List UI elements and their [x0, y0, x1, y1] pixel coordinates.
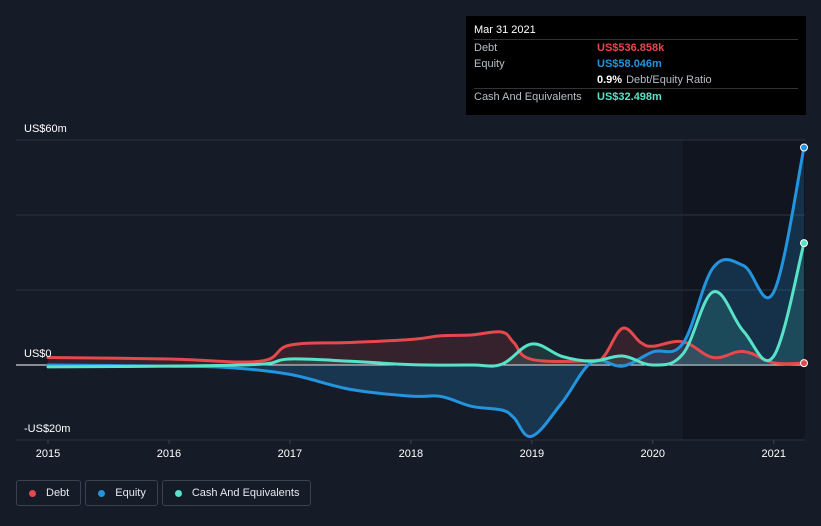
equity-endpoint	[800, 143, 808, 152]
chart-legend: Debt Equity Cash And Equivalents	[16, 480, 312, 506]
series-endpoints	[800, 143, 808, 368]
legend-debt-label: Debt	[46, 487, 70, 499]
legend-cash-label: Cash And Equivalents	[191, 487, 300, 499]
legend-debt-toggle[interactable]: Debt	[16, 480, 82, 506]
tooltip-date: Mar 31 2021	[474, 22, 798, 40]
debt-dot-icon	[29, 489, 36, 497]
tooltip-equity-value: US$58.046m	[597, 58, 662, 70]
series-lines	[46, 146, 806, 438]
equity-dot-icon	[98, 489, 106, 497]
legend-equity-label: Equity	[115, 487, 146, 499]
x-tick-label: 2017	[278, 448, 302, 460]
legend-equity-toggle[interactable]: Equity	[85, 480, 158, 506]
cash-endpoint	[800, 239, 808, 248]
x-tick-label: 2016	[157, 448, 181, 460]
tooltip-equity-label: Equity	[474, 58, 505, 70]
tooltip-ratio-text: Debt/Equity Ratio	[626, 74, 712, 86]
tooltip-cash-value: US$32.498m	[597, 91, 662, 103]
debt-endpoint	[800, 359, 808, 368]
tooltip-equity-row: Equity US$58.046m	[474, 56, 798, 72]
equity-line	[46, 146, 806, 438]
x-tick-label: 2020	[641, 448, 665, 460]
y-tick-label: US$0	[24, 348, 52, 360]
tooltip-cash-row: Cash And Equivalents US$32.498m	[474, 89, 798, 105]
equity-area	[48, 147, 804, 437]
cash-dot-icon	[174, 489, 182, 497]
x-axis: 2015 2016 2017 2018 2019 2020 2021	[36, 440, 786, 460]
tooltip-ratio-value: 0.9%	[597, 74, 623, 86]
x-tick-label: 2021	[762, 448, 786, 460]
tooltip-debt-label: Debt	[474, 42, 498, 54]
tooltip-ratio-row: 0.9% Debt/Equity Ratio	[474, 72, 798, 89]
tooltip-debt-row: Debt US$536.858k	[474, 40, 798, 56]
x-tick-label: 2019	[520, 448, 544, 460]
x-tick-label: 2015	[36, 448, 60, 460]
legend-cash-toggle[interactable]: Cash And Equivalents	[161, 480, 312, 506]
y-tick-label: -US$20m	[24, 423, 70, 435]
debt-line	[46, 326, 806, 366]
x-tick-label: 2018	[399, 448, 423, 460]
y-tick-label: US$60m	[24, 123, 67, 135]
cash-line	[46, 241, 806, 369]
tooltip-debt-value: US$536.858k	[597, 42, 665, 54]
data-tooltip: Mar 31 2021 Debt US$536.858k Equity US$5…	[466, 16, 806, 115]
tooltip-cash-label: Cash And Equivalents	[474, 91, 582, 103]
y-axis: US$60m US$0 -US$20m	[24, 123, 70, 435]
